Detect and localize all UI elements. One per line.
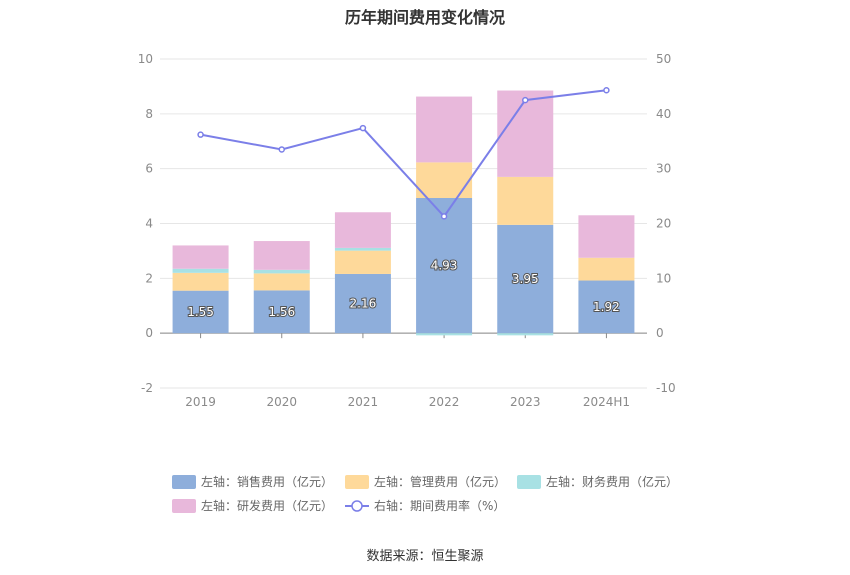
legend-label: 左轴：财务费用（亿元） bbox=[546, 474, 678, 489]
legend-point-marker bbox=[351, 500, 363, 512]
y-right-tick-label: -10 bbox=[656, 381, 676, 395]
x-tick-label: 2024H1 bbox=[583, 395, 630, 409]
rate-line-point bbox=[278, 146, 285, 153]
bar-data-label: 1.56 bbox=[268, 305, 295, 319]
bar-segment bbox=[334, 247, 391, 251]
legend-label: 右轴：期间费用率（%） bbox=[374, 498, 505, 513]
bar-segment bbox=[497, 90, 554, 177]
bar-segment bbox=[253, 269, 310, 274]
y-right-tick-label: 40 bbox=[656, 107, 671, 121]
bar-segment bbox=[497, 333, 554, 336]
rate-line-path bbox=[200, 89, 607, 218]
rate-line-point bbox=[197, 131, 204, 138]
grid-lines bbox=[160, 58, 647, 389]
y-left-tick-label: 10 bbox=[138, 52, 153, 66]
bar-data-label: 1.55 bbox=[187, 305, 214, 319]
y-left-tick-label: -2 bbox=[141, 381, 153, 395]
bar-segment bbox=[172, 245, 229, 269]
bar-segment bbox=[578, 215, 635, 258]
bar-segment bbox=[497, 176, 554, 225]
y-right-tick-label: 10 bbox=[656, 271, 671, 285]
bar-segment bbox=[334, 212, 391, 248]
axes: -2 0 2 4 6 8 10 -10 0 10 20 30 40 50 2019 2020 2021 2022 2… bbox=[138, 52, 676, 409]
legend-label: 左轴：销售费用（亿元） bbox=[201, 474, 333, 489]
legend-swatch bbox=[172, 475, 196, 489]
bar-data-label: 3.95 bbox=[512, 272, 539, 286]
legend: 左轴：销售费用（亿元） 左轴：管理费用（亿元） 左轴：财务费用（亿元） 左轴：研发费用… bbox=[172, 474, 678, 513]
x-tick-label: 2022 bbox=[429, 395, 460, 409]
bar-segment bbox=[172, 290, 229, 334]
bar-segment bbox=[416, 162, 473, 199]
bar-data-label: 2.16 bbox=[350, 297, 377, 311]
legend-swatch bbox=[345, 475, 369, 489]
legend-label: 左轴：研发费用（亿元） bbox=[201, 498, 333, 513]
bars bbox=[172, 90, 635, 336]
bar-segment bbox=[416, 96, 473, 163]
bar-segment bbox=[416, 198, 473, 334]
rate-line-point bbox=[603, 87, 610, 94]
rate-line-point bbox=[359, 124, 367, 132]
bar-data-label: 4.93 bbox=[431, 259, 458, 273]
legend-swatch bbox=[172, 499, 196, 513]
chart-title: 历年期间费用变化情况 bbox=[344, 8, 505, 27]
bar-segment bbox=[334, 250, 391, 274]
x-tick-label: 2023 bbox=[510, 395, 541, 409]
bar-segment bbox=[253, 241, 310, 270]
y-left-tick-label: 2 bbox=[145, 271, 153, 285]
bar-segment bbox=[172, 272, 229, 291]
bar-segment bbox=[253, 290, 310, 334]
y-right-tick-label: 30 bbox=[656, 162, 671, 176]
bar-data-label: 1.92 bbox=[593, 300, 620, 314]
bar-segment bbox=[578, 257, 635, 281]
rate-line bbox=[197, 87, 610, 220]
y-left-tick-label: 6 bbox=[145, 162, 153, 176]
y-left-tick-label: 0 bbox=[145, 326, 153, 340]
y-right-tick-label: 20 bbox=[656, 217, 671, 231]
y-left-tick-label: 8 bbox=[145, 107, 153, 121]
x-tick-label: 2021 bbox=[348, 395, 379, 409]
y-right-tick-label: 50 bbox=[656, 52, 671, 66]
bar-segment bbox=[416, 333, 473, 336]
x-tick-label: 2019 bbox=[185, 395, 216, 409]
rate-line-point bbox=[522, 96, 529, 104]
y-left-tick-label: 4 bbox=[145, 217, 153, 231]
y-right-tick-label: 0 bbox=[656, 326, 664, 340]
bar-segment bbox=[497, 224, 554, 334]
data-labels: 1.55 1.56 2.16 4.93 3.95 1.92 bbox=[186, 258, 621, 320]
bar-segment bbox=[172, 268, 229, 273]
rate-line-point bbox=[440, 213, 448, 220]
bar-segment bbox=[253, 273, 310, 291]
bar-segment bbox=[578, 280, 635, 334]
data-source: 数据来源：恒生聚源 bbox=[366, 549, 484, 564]
legend-swatch bbox=[517, 475, 541, 489]
legend-label: 左轴：管理费用（亿元） bbox=[374, 474, 506, 489]
x-tick-label: 2020 bbox=[266, 395, 297, 409]
bar-segment bbox=[334, 273, 391, 334]
